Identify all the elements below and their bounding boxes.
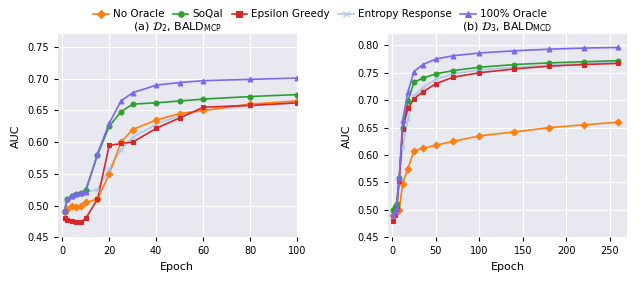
Y-axis label: AUC: AUC bbox=[342, 124, 351, 148]
Title: (a) $\mathcal{D}_2$, BALD$_{\mathrm{MCP}}$: (a) $\mathcal{D}_2$, BALD$_{\mathrm{MCP}… bbox=[132, 20, 222, 34]
Y-axis label: AUC: AUC bbox=[12, 124, 21, 148]
X-axis label: Epoch: Epoch bbox=[490, 262, 525, 272]
Legend: No Oracle, SoQal, Epsilon Greedy, Entropy Response, 100% Oracle: No Oracle, SoQal, Epsilon Greedy, Entrop… bbox=[89, 5, 551, 23]
Title: (b) $\mathcal{D}_3$, BALD$_{\mathrm{MCD}}$: (b) $\mathcal{D}_3$, BALD$_{\mathrm{MCD}… bbox=[462, 20, 553, 34]
X-axis label: Epoch: Epoch bbox=[160, 262, 195, 272]
